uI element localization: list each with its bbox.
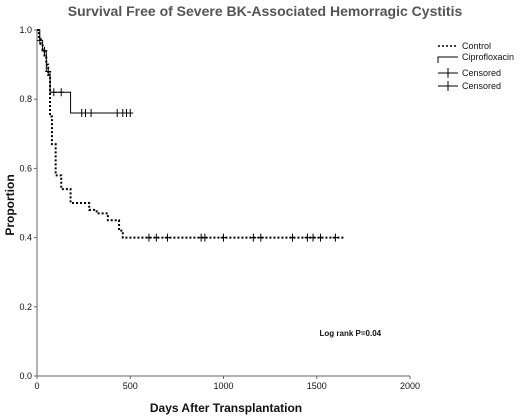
censor-mark-ciprofloxacin [114,109,121,118]
censor-mark-control [310,233,317,242]
censor-mark-ciprofloxacin [58,88,65,97]
y-tick-label: 0.8 [19,94,32,104]
censor-mark-control [317,233,324,242]
legend-ciprofloxacin-swatch [437,56,458,63]
axes [36,30,410,377]
censor-mark-ciprofloxacin [127,109,134,118]
legend-item-control: Control [462,41,491,51]
x-axis-ticks: 0 500 1000 1500 2000 [34,376,420,391]
censor-mark-ciprofloxacin [88,109,95,118]
x-tick-label: 1000 [213,381,233,391]
x-tick-label: 500 [123,381,138,391]
censor-mark-control [257,233,264,242]
censor-mark-control [164,233,171,242]
censor-layer [36,36,339,242]
chart-title: Survival Free of Severe BK-Associated He… [68,3,463,19]
censor-mark-control [153,233,160,242]
censor-mark-control [145,233,152,242]
y-tick-label: 0.6 [19,163,32,173]
censor-mark-ciprofloxacin [50,88,57,97]
censor-mark-ciprofloxacin [41,46,48,55]
legend-item-censored-1: Censored [462,68,501,78]
y-axis-ticks: 0.0 0.2 0.4 0.6 0.8 1.0 [19,25,37,381]
y-tick-label: 1.0 [19,25,32,35]
censor-mark-control [201,233,208,242]
x-tick-label: 0 [34,381,39,391]
log-rank-annotation: Log rank P=0.04 [320,329,382,338]
x-tick-label: 1500 [307,381,327,391]
y-tick-label: 0.4 [19,233,32,243]
y-axis-label: Proportion [3,174,17,235]
y-tick-label: 0.0 [19,371,32,381]
series-layer [37,29,345,239]
legend: Control Ciprofloxacin Censored Censored [437,41,514,91]
censor-mark-control [304,233,311,242]
censor-mark-control [220,233,227,242]
censor-mark-control [332,233,339,242]
censor-mark-control [250,233,257,242]
y-tick-label: 0.2 [19,302,32,312]
x-axis-label: Days After Transplantation [150,401,302,415]
censor-mark-ciprofloxacin [36,36,43,45]
censor-mark-control [289,233,296,242]
legend-item-censored-2: Censored [462,81,501,91]
x-tick-label: 2000 [400,381,420,391]
censor-mark-ciprofloxacin [82,109,89,118]
censor-mark-ciprofloxacin [45,67,52,76]
legend-item-ciprofloxacin: Ciprofloxacin [462,52,514,62]
series-line-control [37,29,345,239]
